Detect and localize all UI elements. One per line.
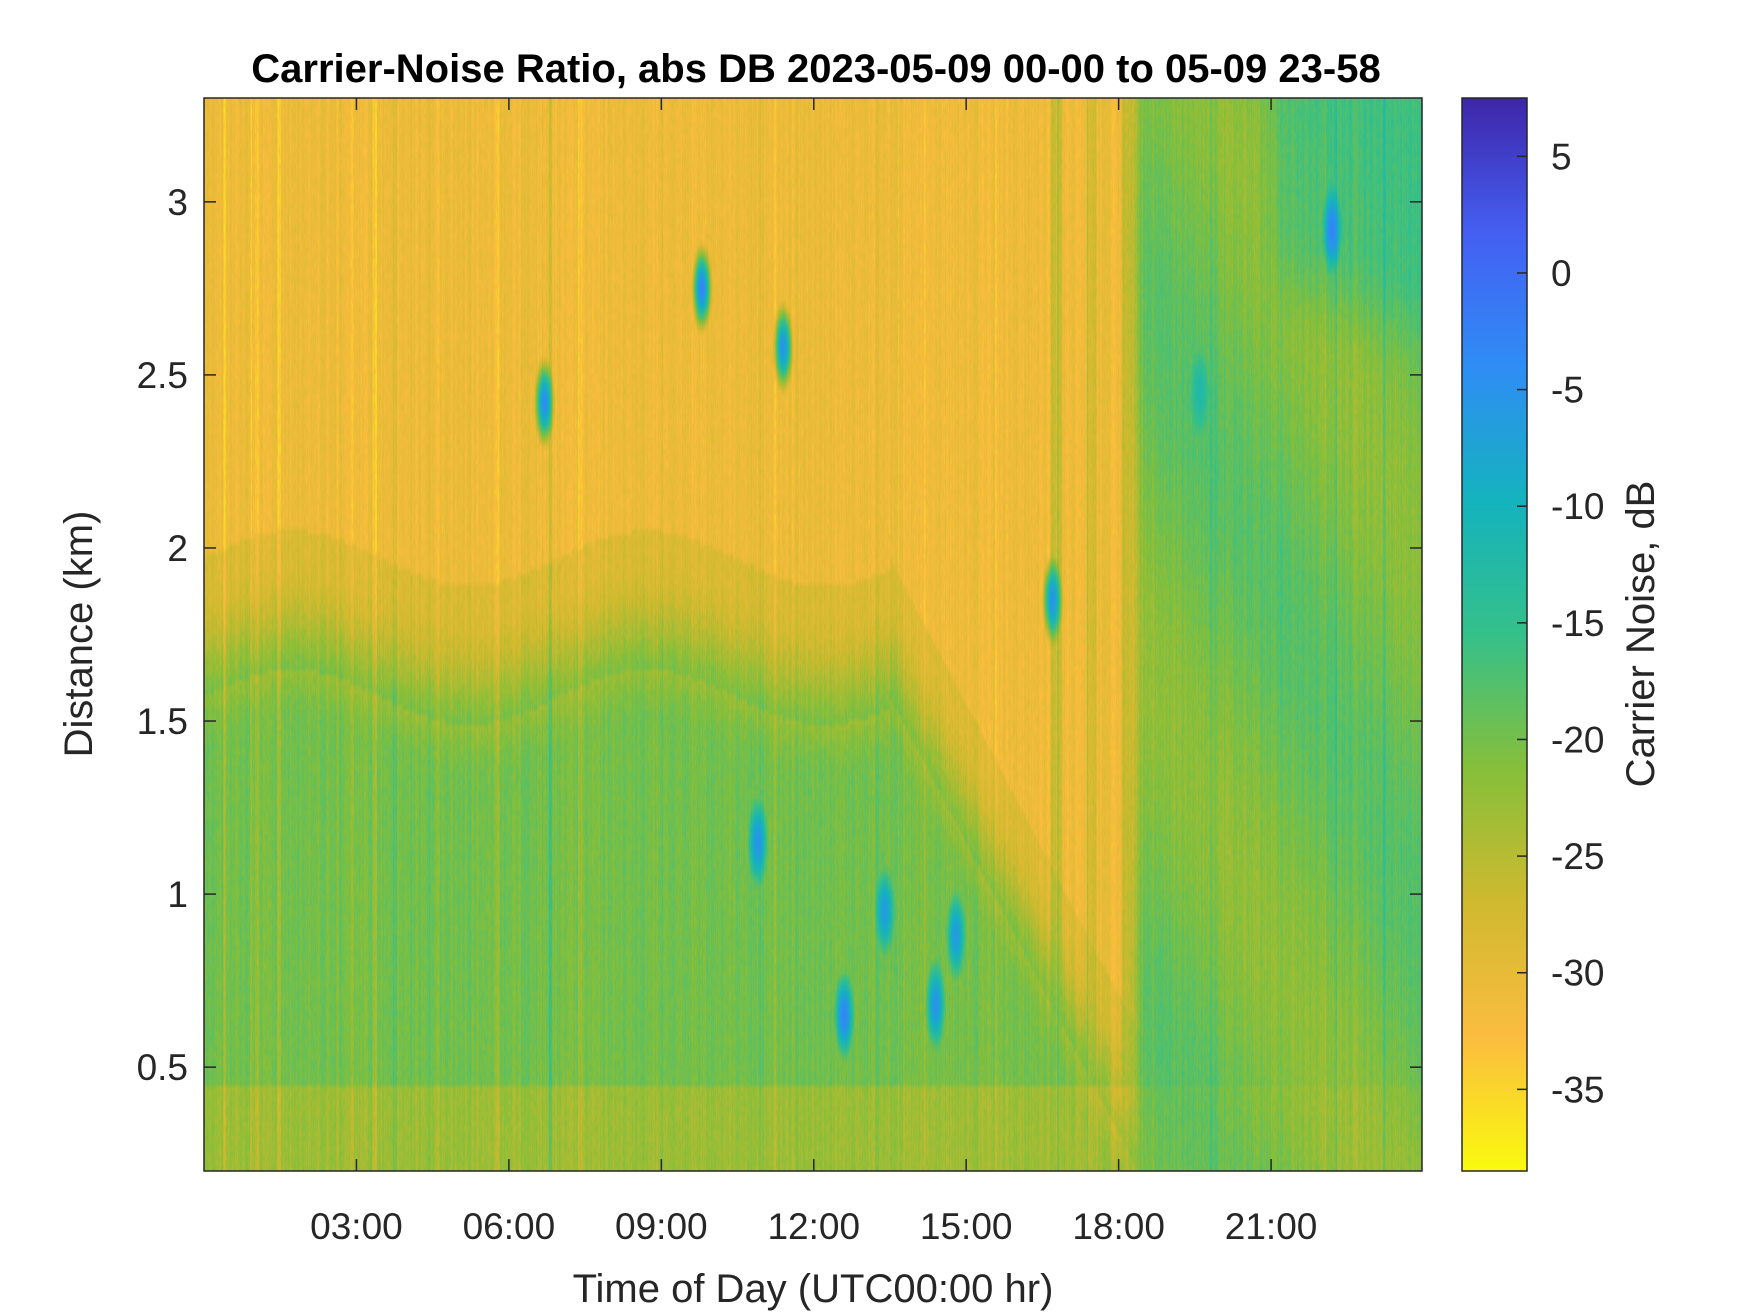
x-tick-label: 12:00 [767,1206,860,1247]
x-tick-label: 03:00 [310,1206,403,1247]
x-tick-label: 15:00 [920,1206,1013,1247]
y-tick-label: 3 [167,182,188,223]
x-tick-label: 09:00 [615,1206,708,1247]
y-tick-label: 2.5 [137,355,188,396]
colorbar-frame [1461,97,1528,1172]
heatmap-surface [204,98,1422,1171]
y-tick-label: 2 [167,528,188,569]
y-axis: 0.5 1 1.5 2 2.5 3 [137,182,1422,1088]
x-axis: 03:00 06:00 09:00 12:00 15:00 18:00 21:00 [310,98,1317,1247]
y-axis-label: Distance (km) [57,511,101,758]
colorbar-tick-label: -20 [1551,719,1604,760]
colorbar-tick-label: -10 [1551,486,1604,527]
colorbar-tick-label: -25 [1551,836,1604,877]
y-tick-label: 1 [167,874,188,915]
colorbar-tick-label: -5 [1551,370,1584,411]
plot-area [203,97,1423,1172]
colorbar-tick-label: -35 [1551,1069,1604,1110]
y-tick-label: 0.5 [137,1047,188,1088]
x-axis-label: Time of Day (UTC00:00 hr) [573,1267,1054,1311]
x-tick-label: 18:00 [1072,1206,1165,1247]
colorbar-tick-label: 0 [1551,253,1572,294]
colorbar-label: Carrier Noise, dB [1619,481,1663,788]
colorbar-tick-label: -30 [1551,953,1604,994]
colorbar-ticks: 5 0 -5 -10 -15 -20 -25 -30 -35 [1517,136,1604,1110]
x-tick-label: 06:00 [463,1206,556,1247]
plot-frame [203,97,1423,1172]
colorbar-tick-label: 5 [1551,136,1572,177]
y-tick-label: 1.5 [137,701,188,742]
chart-title: Carrier-Noise Ratio, abs DB 2023-05-09 0… [251,47,1380,91]
x-tick-label: 21:00 [1225,1206,1318,1247]
colorbar-gradient [1462,98,1527,1171]
colorbar-tick-label: -15 [1551,603,1604,644]
heatmap-canvas [204,98,1422,1171]
colorbar: 5 0 -5 -10 -15 -20 -25 -30 -35 [1461,97,1604,1172]
